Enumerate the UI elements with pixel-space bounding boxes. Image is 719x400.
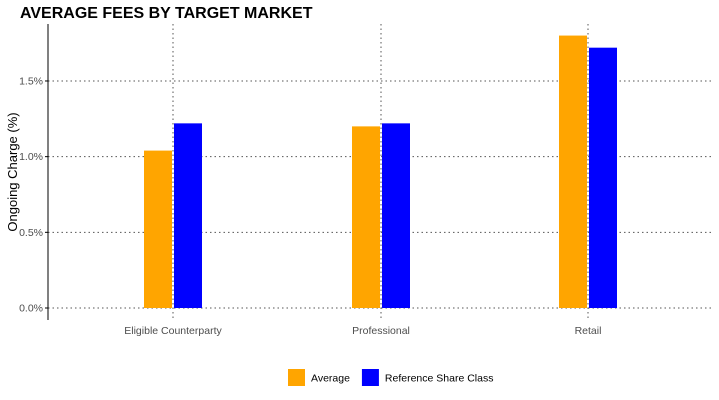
y-tick-label: 0.5% (19, 227, 43, 239)
legend-label-reference-share-class: Reference Share Class (385, 373, 494, 385)
y-tick-label: 1.5% (19, 75, 43, 87)
bar-average (352, 126, 380, 308)
bar-reference-share-class (589, 47, 617, 309)
y-tick-label: 0.0% (19, 303, 43, 315)
bar-average (559, 35, 587, 308)
bar-reference-share-class (174, 123, 202, 308)
x-tick-label: Professional (352, 325, 410, 337)
y-tick-labels: 0.0% 0.5% 1.0% 1.5% (19, 75, 43, 314)
bar-reference-share-class (382, 123, 410, 308)
chart-title: AVERAGE FEES BY TARGET MARKET (20, 5, 313, 22)
legend: Average Reference Share Class (288, 369, 493, 386)
axes (45, 24, 49, 320)
legend-label-average: Average (311, 373, 350, 385)
bars (144, 35, 617, 309)
legend-swatch-reference-share-class (361, 369, 379, 386)
x-tick-labels: Eligible Counterparty Professional Retail (124, 325, 601, 337)
x-tick-label: Eligible Counterparty (124, 325, 222, 337)
y-axis-title: Ongoing Charge (%) (5, 112, 20, 231)
bar-average (144, 150, 172, 308)
x-tick-label: Retail (575, 325, 602, 337)
y-tick-label: 1.0% (19, 151, 43, 163)
legend-swatch-average (288, 369, 305, 386)
